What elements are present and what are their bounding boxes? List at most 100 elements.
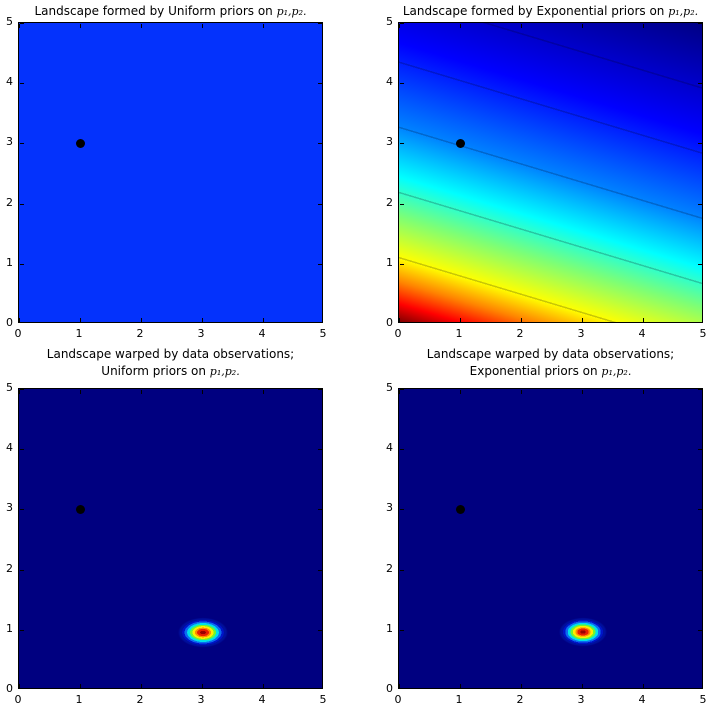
x-tick-mark: [141, 390, 142, 394]
true-value-dot: [455, 504, 465, 514]
y-tick-mark: [400, 143, 404, 145]
y-tick-mark: [400, 688, 404, 689]
x-tick-mark: [702, 24, 703, 28]
x-tick-mark: [582, 24, 583, 28]
y-tick-mark: [698, 688, 702, 689]
title-line-2: Uniform priors on p₁,p₂.: [47, 363, 294, 380]
y-tick-label: 1: [6, 621, 13, 635]
x-tick-mark: [399, 684, 400, 688]
x-tick-label: 5: [699, 327, 707, 340]
x-tick-mark: [80, 24, 81, 28]
x-tick-mark: [141, 684, 142, 688]
plot-area-posterior-uniform: [18, 388, 323, 689]
y-tick-mark: [318, 688, 322, 689]
x-tick-mark: [322, 684, 323, 688]
y-tick-mark: [698, 322, 702, 323]
y-tick-mark: [698, 23, 702, 24]
x-tick-mark: [202, 24, 203, 28]
x-tick-mark: [19, 24, 20, 28]
x-tick-mark: [643, 684, 644, 688]
y-tick-mark: [20, 569, 24, 571]
y-tick-mark: [698, 509, 702, 511]
x-tick-label: 5: [319, 693, 327, 706]
y-tick-mark: [318, 23, 322, 24]
x-tick-mark: [582, 318, 583, 322]
y-tick-mark: [20, 83, 24, 85]
y-tick-label: 4: [6, 441, 13, 455]
x-tick-mark: [141, 24, 142, 28]
x-tick-label: 4: [258, 327, 266, 340]
x-tick-mark: [702, 390, 703, 394]
true-value-dot: [75, 138, 85, 148]
title-line-1: Landscape warped by data observations;: [47, 346, 294, 363]
x-tick-mark: [202, 684, 203, 688]
x-tick-mark: [80, 684, 81, 688]
title-line-2: Exponential priors on p₁,p₂.: [427, 363, 674, 380]
y-tick-mark: [20, 203, 24, 205]
y-tick-mark: [20, 688, 24, 689]
subplot-exponential-prior: Landscape formed by Exponential priors o…: [386, 4, 707, 340]
y-tick-mark: [698, 629, 702, 631]
x-tick-mark: [399, 318, 400, 322]
x-tick-mark: [322, 318, 323, 322]
y-tick-label: 5: [6, 381, 13, 394]
x-tick-label: 0: [394, 327, 402, 340]
x-tick-mark: [643, 318, 644, 322]
y-tick-label: 1: [386, 255, 393, 269]
x-tick-label: 5: [699, 693, 707, 706]
subplot-title: Landscape formed by Uniform priors on p₁…: [34, 3, 306, 20]
y-tick-mark: [318, 389, 322, 390]
x-tick-label: 5: [319, 327, 327, 340]
x-tick-mark: [263, 318, 264, 322]
x-tick-mark: [521, 684, 522, 688]
x-tick-mark: [263, 390, 264, 394]
posterior-blob: [176, 617, 230, 649]
y-tick-label: 0: [6, 682, 13, 695]
y-tick-mark: [698, 569, 702, 571]
y-tick-mark: [400, 569, 404, 571]
y-tick-mark: [698, 263, 702, 265]
subplot-uniform-prior: Landscape formed by Uniform priors on p₁…: [6, 4, 327, 340]
y-tick-mark: [318, 203, 322, 205]
title-math: p₁,p₂.: [601, 365, 632, 378]
y-tick-mark: [318, 569, 322, 571]
y-tick-label: 2: [386, 195, 393, 209]
subplot-title: Landscape formed by Exponential priors o…: [403, 3, 698, 20]
y-tick-label: 4: [386, 441, 393, 455]
y-tick-mark: [400, 263, 404, 265]
y-tick-label: 3: [386, 501, 393, 515]
y-tick-mark: [400, 203, 404, 205]
x-tick-mark: [521, 318, 522, 322]
y-tick-label: 5: [6, 15, 13, 28]
y-tick-mark: [318, 629, 322, 631]
x-tick-mark: [263, 684, 264, 688]
x-tick-label: 2: [516, 693, 524, 706]
x-tick-label: 3: [577, 693, 585, 706]
title-math: p₁,p₂.: [209, 365, 240, 378]
y-tick-label: 5: [386, 381, 393, 394]
title-text: Exponential priors on: [469, 364, 602, 378]
posterior-blob: [558, 617, 609, 648]
x-tick-label: 0: [14, 693, 22, 706]
title-math: p₁,p₂.: [668, 5, 699, 18]
x-tick-label: 2: [136, 693, 144, 706]
y-tick-mark: [20, 23, 24, 24]
plot-area-posterior-exponential: [398, 388, 703, 689]
x-tick-mark: [202, 390, 203, 394]
subplot-title: Landscape warped by data observations; E…: [427, 346, 674, 380]
y-tick-mark: [400, 23, 404, 24]
y-tick-mark: [20, 263, 24, 265]
y-tick-mark: [400, 449, 404, 451]
subplot-posterior-exponential: Landscape warped by data observations; E…: [386, 347, 707, 706]
x-tick-mark: [80, 390, 81, 394]
x-tick-label: 4: [638, 327, 646, 340]
x-tick-mark: [80, 318, 81, 322]
y-tick-mark: [20, 629, 24, 631]
y-tick-mark: [20, 389, 24, 390]
y-tick-mark: [318, 322, 322, 323]
y-tick-mark: [400, 322, 404, 323]
title-text: Landscape formed by Exponential priors o…: [402, 4, 669, 18]
x-tick-mark: [521, 24, 522, 28]
x-tick-label: 2: [136, 327, 144, 340]
